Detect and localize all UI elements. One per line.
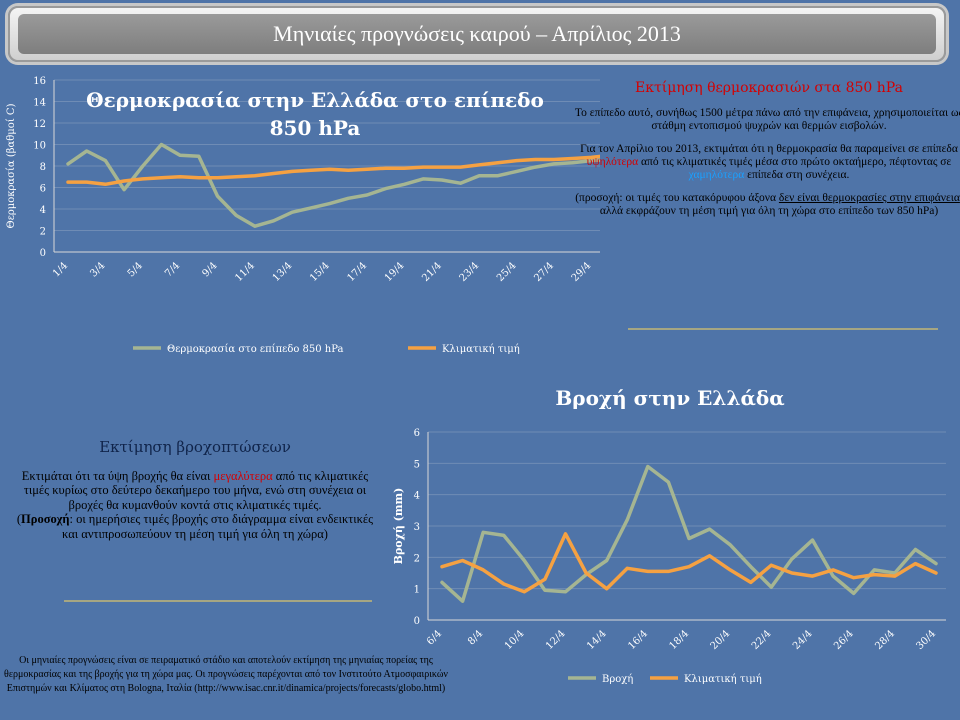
y-tick-label: 1 [414, 585, 420, 596]
x-tick-label: 21/4 [420, 260, 444, 284]
y-tick-label: 14 [33, 98, 46, 109]
x-tick-label: 19/4 [383, 260, 407, 284]
x-tick-label: 26/4 [832, 628, 856, 652]
x-tick-label: 29/4 [570, 260, 594, 284]
x-tick-label: 5/4 [126, 260, 145, 279]
x-tick-label: 8/4 [466, 628, 485, 647]
x-tick-label: 17/4 [345, 260, 369, 284]
x-tick-label: 28/4 [873, 628, 897, 652]
x-tick-label: 25/4 [495, 260, 519, 284]
y-tick-label: 12 [33, 119, 46, 130]
y-tick-label: 0 [40, 248, 46, 259]
x-tick-label: 7/4 [163, 260, 182, 279]
temperature-p2-c: επίπεδα στη συνέχεια. [747, 169, 850, 181]
rain-p2-a: ( [16, 512, 22, 526]
x-tick-label: 1/4 [51, 260, 70, 279]
y-tick-label: 6 [414, 428, 420, 439]
x-tick-label: 9/4 [200, 260, 219, 279]
series-line [66, 154, 600, 187]
higher-highlight: υψηλότερα [586, 156, 639, 168]
temperature-forecast-panel: Εκτίμηση θερμοκρασιών στα 850 hPa Το επί… [574, 80, 960, 218]
y-tick-label: 0 [414, 616, 420, 627]
x-tick-label: 13/4 [271, 260, 295, 284]
x-tick-label: 14/4 [585, 628, 609, 652]
x-tick-label: 30/4 [914, 628, 938, 652]
rain-forecast-panel: Εκτίμηση βροχοπτώσεων Εκτιμάται ότι τα ύ… [10, 440, 380, 541]
temperature-paragraph-1: Το επίπεδο αυτό, συνήθως 1500 μέτρα πάνω… [574, 107, 960, 132]
x-tick-label: 23/4 [458, 260, 482, 284]
x-tick-label: 10/4 [503, 628, 527, 652]
y-tick-label: 16 [33, 76, 46, 87]
legend-label: Θερμοκρασία στο επίπεδο 850 hPa [167, 344, 344, 355]
x-tick-label: 12/4 [544, 628, 568, 652]
y-tick-label: 6 [40, 184, 46, 195]
rain-p2-bold: Προσοχή [21, 512, 70, 526]
y-tick-label: 8 [40, 162, 46, 173]
temperature-paragraph-2: Για τον Απρίλιο του 2013, εκτιμάται ότι … [574, 143, 960, 182]
y-tick-label: 5 [414, 459, 420, 470]
rain-forecast-heading: Εκτίμηση βροχοπτώσεων [99, 438, 291, 456]
temperature-p3-underlined: δεν είναι θερμοκρασίες στην επιφάνεια [778, 192, 960, 204]
temperature-p2-a: Για τον Απρίλιο του 2013, εκτιμάται ότι … [580, 143, 958, 155]
y-tick-label: 3 [414, 522, 420, 533]
temperature-chart-title: Θερμοκρασία στην Ελλάδα στο επίπεδο 850 … [86, 88, 544, 140]
x-tick-label: 6/4 [425, 628, 444, 647]
x-tick-label: 22/4 [750, 628, 774, 652]
greater-highlight: μεγαλύτερα [213, 468, 273, 483]
temperature-p3-a: (προσοχή: οι τιμές του κατακόρυφου άξονα [575, 192, 777, 204]
rain-chart-title: Βροχή στην Ελλάδα [555, 386, 785, 410]
footer-note: Οι μηνιαίες προγνώσεις είναι σε πειραματ… [4, 655, 448, 694]
rain-p1-a: Εκτιμάται ότι τα ύψη βροχής θα είναι [21, 468, 211, 483]
x-tick-label: 3/4 [88, 260, 107, 279]
temperature-p2-b: από τις κλιματικές τιμές μέσα στο πρώτο … [641, 156, 952, 168]
legend-label: Κλιματική τιμή [684, 674, 762, 685]
rain-p2-b: : οι ημερήσιες τιμές βροχής στο διάγραμμ… [62, 512, 374, 541]
y-tick-label: 4 [414, 491, 420, 502]
y-tick-label: 2 [414, 553, 420, 564]
x-tick-label: 16/4 [626, 628, 650, 652]
y-axis-label: Βροχή (mm) [392, 488, 405, 565]
x-tick-label: 20/4 [709, 628, 733, 652]
title-banner: Μηνιαίες προγνώσεις καιρού – Απρίλιος 20… [8, 6, 946, 62]
temperature-forecast-heading: Εκτίμηση θερμοκρασιών στα 850 hPa [635, 80, 903, 96]
x-tick-label: 11/4 [233, 260, 257, 284]
y-tick-label: 4 [40, 205, 46, 216]
rain-panel-divider [64, 600, 372, 602]
x-tick-label: 18/4 [667, 628, 691, 652]
banner-title: Μηνιαίες προγνώσεις καιρού – Απρίλιος 20… [273, 21, 681, 46]
rain-chart: 0 1 2 3 4 5 6 6/4 8/4 10/4 12/4 14/4 16/4 18/4 20/4 22/… [392, 428, 946, 685]
y-axis-label: Θερμοκρασία (βαθμοί C) [6, 103, 17, 228]
x-tick-label: 15/4 [308, 260, 332, 284]
rain-paragraph-1: Εκτιμάται ότι τα ύψη βροχής θα είναι μεγ… [10, 469, 380, 513]
legend-label: Κλιματική τιμή [442, 344, 520, 355]
series-line [440, 464, 938, 603]
y-tick-label: 2 [40, 227, 46, 238]
temperature-chart: 0 2 4 6 8 10 12 14 16 1/4 3/4 5/4 7/4 9/4 11/4 13/4 15/4… [6, 76, 600, 355]
x-tick-label: 24/4 [791, 628, 815, 652]
series-line [66, 142, 600, 228]
rain-p1-b: από τις κλιματικές τιμές κυρίως στο δεύτ… [23, 468, 369, 512]
y-tick-label: 10 [33, 141, 46, 152]
lower-highlight: χαμηλότερα [688, 169, 745, 181]
series-line [440, 532, 938, 594]
rain-paragraph-2: (Προσοχή: οι ημερήσιες τιμές βροχής στο … [10, 512, 380, 541]
temperature-paragraph-3: (προσοχή: οι τιμές του κατακόρυφου άξονα… [574, 192, 960, 218]
legend-label: Βροχή [602, 674, 633, 685]
x-tick-label: 27/4 [532, 260, 556, 284]
title-banner-inner: Μηνιαίες προγνώσεις καιρού – Απρίλιος 20… [18, 14, 936, 54]
temperature-panel-divider [628, 328, 938, 330]
